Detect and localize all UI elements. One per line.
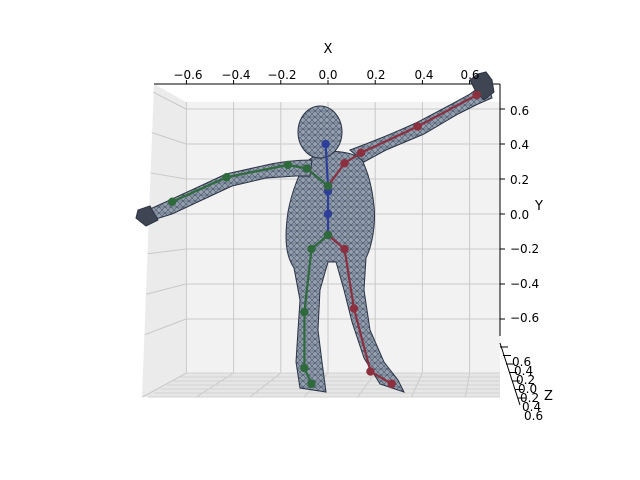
x-tick-label: 0.6 bbox=[460, 68, 479, 82]
left-pane bbox=[142, 84, 186, 397]
bone bbox=[359, 125, 419, 154]
z-tick-label: 0.6 bbox=[524, 409, 543, 423]
bone bbox=[303, 247, 313, 314]
z-axis-line bbox=[499, 342, 521, 406]
bone bbox=[326, 162, 346, 188]
joint-point bbox=[307, 244, 316, 254]
joint-point bbox=[300, 307, 309, 317]
x-tick-label: 0.0 bbox=[318, 68, 337, 82]
joint-point bbox=[349, 304, 359, 313]
grid-line-side bbox=[144, 318, 187, 336]
y-tick-label: −0.4 bbox=[510, 277, 539, 291]
bone bbox=[171, 176, 228, 203]
z-tick-label: 0.4 bbox=[514, 364, 533, 378]
x-tick-label: 0.4 bbox=[414, 68, 433, 82]
y-tick-label: 0.4 bbox=[510, 138, 529, 152]
joint-point bbox=[167, 197, 177, 206]
joint-point bbox=[387, 379, 396, 388]
grid-line-side bbox=[147, 248, 187, 255]
bone bbox=[343, 247, 356, 310]
joint-point bbox=[300, 363, 309, 373]
z-axis-label: Z bbox=[544, 389, 553, 404]
z-tick-label: 0.0 bbox=[518, 382, 537, 396]
joint-point bbox=[413, 122, 422, 131]
grid-line-side bbox=[152, 91, 187, 110]
x-tick-label: 0.2 bbox=[366, 68, 385, 82]
z-tick-label: 0.4 bbox=[522, 400, 541, 414]
x-axis-label: X bbox=[324, 42, 333, 57]
bone bbox=[324, 142, 330, 188]
joint-point bbox=[323, 209, 333, 219]
joint-point bbox=[356, 148, 366, 157]
y-tick-label: −0.2 bbox=[510, 242, 539, 256]
x-tick-label: −0.6 bbox=[173, 68, 202, 82]
bone bbox=[305, 167, 330, 188]
joint-point bbox=[283, 160, 293, 170]
grid-line-side bbox=[150, 172, 187, 180]
joint-point bbox=[366, 367, 375, 376]
grid-line-side bbox=[151, 132, 187, 145]
joint-point bbox=[323, 230, 333, 240]
bone bbox=[225, 163, 289, 179]
z-tick-label: 0.6 bbox=[512, 355, 531, 369]
joint-point bbox=[307, 379, 316, 388]
z-tick-label: 0.2 bbox=[520, 391, 539, 405]
y-tick-label: 0.0 bbox=[510, 208, 529, 222]
x-tick-labels: −0.6 −0.4 −0.2 0.0 0.2 0.4 0.6 bbox=[173, 68, 479, 82]
joint-point bbox=[340, 159, 349, 168]
skeleton-joints bbox=[167, 90, 481, 388]
joint-point bbox=[222, 173, 231, 182]
x-tick-label: −0.4 bbox=[221, 68, 250, 82]
z-tick-labels: 0.6 0.4 0.2 0.0 0.2 0.4 0.6 bbox=[512, 355, 543, 423]
y-tick-label: 0.2 bbox=[510, 173, 529, 187]
y-tick-label: −0.6 bbox=[510, 311, 539, 325]
bone bbox=[416, 93, 478, 128]
y-tick-label: 0.6 bbox=[510, 104, 529, 118]
joint-point bbox=[302, 164, 312, 173]
z-tick-label: 0.2 bbox=[516, 373, 535, 387]
y-tick-labels: 0.6 0.4 0.2 0.0 −0.2 −0.4 −0.6 bbox=[510, 104, 539, 325]
joint-point bbox=[340, 244, 349, 254]
x-tick-label: −0.2 bbox=[267, 68, 296, 82]
bone bbox=[352, 307, 372, 373]
joint-point bbox=[323, 181, 333, 191]
grid-line-floor bbox=[142, 372, 187, 398]
y-axis-label: Y bbox=[534, 199, 543, 214]
grid-line-side bbox=[146, 283, 187, 295]
joint-point bbox=[321, 139, 330, 149]
joint-point bbox=[472, 90, 481, 100]
axes-frame bbox=[154, 80, 526, 406]
